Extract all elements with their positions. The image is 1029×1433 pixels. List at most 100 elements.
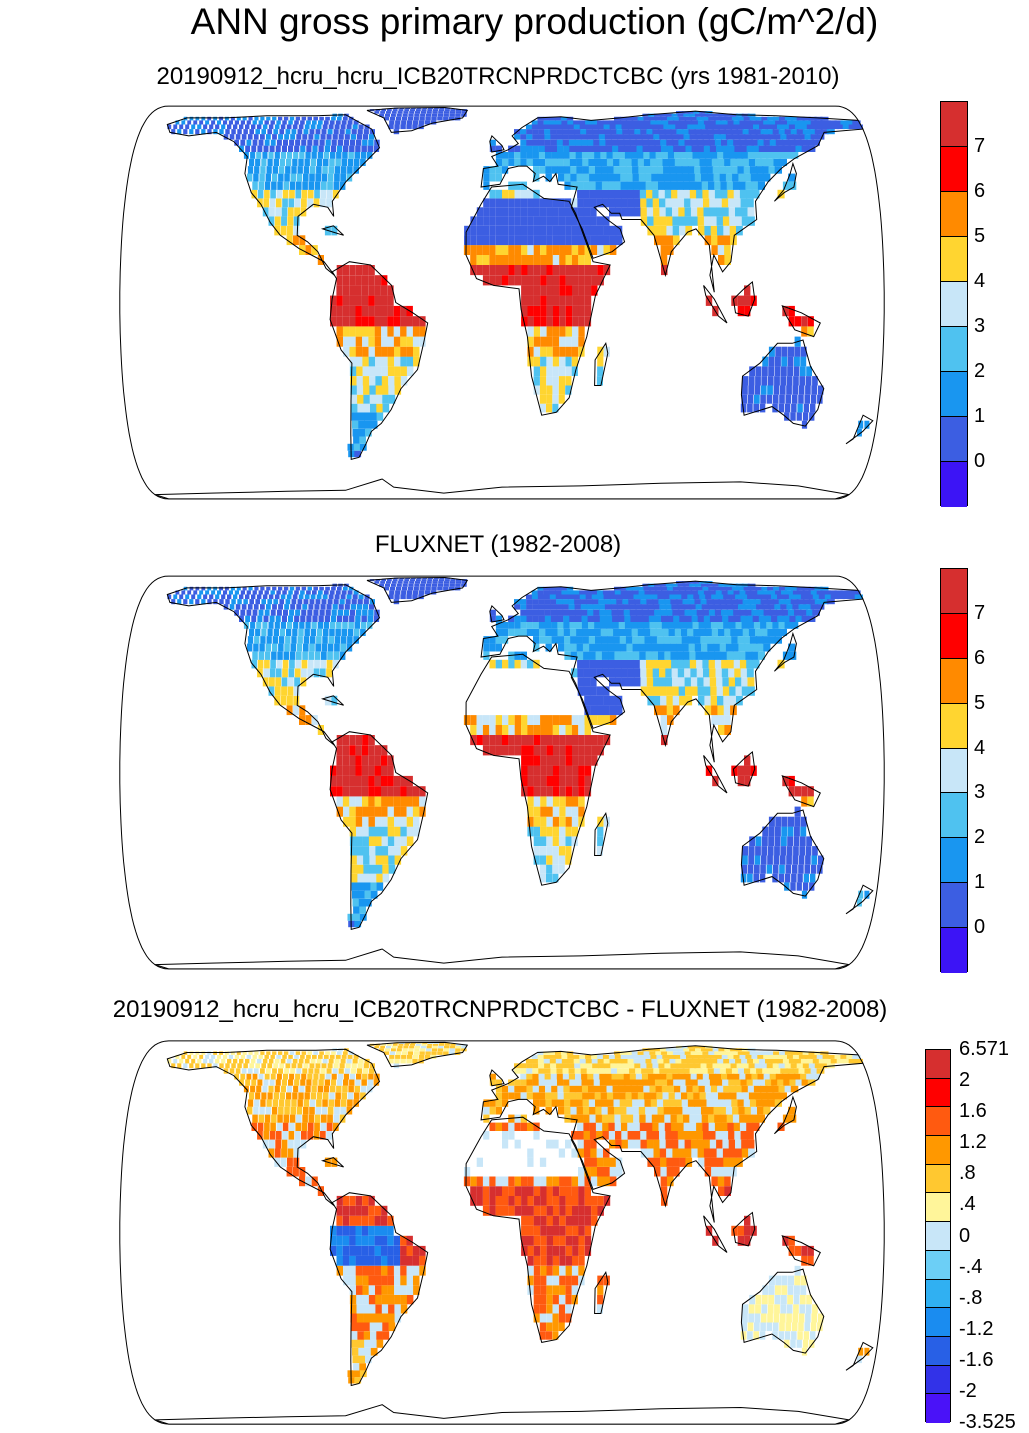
colorbar-obs: 7 6 5 4 3 2 1 0 xyxy=(940,568,1029,973)
coastline-borneo xyxy=(732,281,756,317)
colorbar-tick-label: 5 xyxy=(974,225,986,247)
coastline-greenland xyxy=(366,1041,469,1068)
colorbar-segment xyxy=(926,1222,950,1251)
colorbar-segment xyxy=(926,1136,950,1165)
coastline-greenland xyxy=(366,576,469,603)
coastline-northAmerica xyxy=(166,584,381,746)
colorbar-tick-label: 5 xyxy=(974,691,986,714)
coastline-antarctica xyxy=(154,948,850,970)
colorbar-tick-label: 6 xyxy=(974,646,986,669)
colorbar-tick-label: 0 xyxy=(974,916,986,939)
coastline-southAmerica xyxy=(329,1192,429,1387)
colorbar-segment xyxy=(941,613,967,659)
colorbar-tick-label: 0 xyxy=(974,450,986,472)
coastline-newGuinea xyxy=(781,775,821,808)
coastline-newGuinea xyxy=(781,1234,821,1267)
coastline-eurasia xyxy=(480,580,864,763)
coastline-australia xyxy=(740,809,825,897)
colorbar-segment xyxy=(941,883,967,929)
colorbar-segment xyxy=(941,658,967,704)
colorbar-segment xyxy=(926,1050,950,1079)
colorbar-segment xyxy=(941,282,967,327)
colorbar-segment xyxy=(941,569,967,614)
colorbar-segment xyxy=(941,102,967,147)
colorbar-tick-label: 4 xyxy=(974,270,986,292)
coastline-madagascar xyxy=(594,1271,609,1314)
coastline-cuba xyxy=(320,225,344,236)
colorbar-segment xyxy=(941,703,967,749)
coastline-newZealand xyxy=(845,1341,874,1371)
coastlines xyxy=(154,1041,874,1425)
panel-title-diff: 20190912_hcru_hcru_ICB20TRCNPRDCTCBC - F… xyxy=(112,996,888,1023)
panel-title-model: 20190912_hcru_hcru_ICB20TRCNPRDCTCBC (yr… xyxy=(156,63,840,90)
colorbar-segment xyxy=(926,1279,950,1309)
coastline-africa xyxy=(465,653,611,886)
colorbar-tick-label: 7 xyxy=(974,135,986,157)
coastlines xyxy=(154,106,874,500)
colorbar-tick-label: 6.571 xyxy=(959,1038,1010,1060)
colorbar-segment xyxy=(926,1078,950,1108)
coastline-greenland xyxy=(366,106,469,133)
coastline-japan xyxy=(774,161,797,202)
colorbar-tick-label: -1.2 xyxy=(959,1317,994,1340)
coastline-sumatra xyxy=(703,755,728,794)
coastline-antarctica xyxy=(154,1404,850,1425)
colorbar-tick-label: 3 xyxy=(974,315,986,337)
colorbar-tick-label: 1.2 xyxy=(959,1131,987,1154)
colorbar-segment xyxy=(926,1308,950,1337)
coastline-cuba xyxy=(320,1157,344,1168)
coastline-sumatra xyxy=(703,285,728,324)
colorbar-segment xyxy=(941,838,967,884)
coastline-northAmerica xyxy=(166,114,381,276)
colorbar-tick-label: 4 xyxy=(974,736,986,759)
colorbar-tick-label: 2 xyxy=(974,826,986,849)
colorbar-tick-label: -.4 xyxy=(959,1255,983,1278)
colorbar-segment xyxy=(941,417,967,462)
colorbar-diff: 6.571 2 1.6 1.2 .8 .4 0 -.4 -.8 -1.2 -1.6 -2 -3.525 xyxy=(925,1038,1029,1433)
coastline-madagascar xyxy=(594,811,609,856)
coastline-newZealand xyxy=(845,414,874,445)
coastline-africa xyxy=(465,183,611,416)
coastline-japan xyxy=(774,631,797,672)
coastline-cuba xyxy=(320,695,344,706)
colorbar-segment xyxy=(926,1164,950,1194)
colorbar-segment xyxy=(941,928,967,973)
colorbar-tick-label: .8 xyxy=(959,1162,976,1185)
panel-title-obs: FLUXNET (1982-2008) xyxy=(374,531,622,558)
coastline-madagascar xyxy=(594,341,609,386)
coastline-borneo xyxy=(732,1211,756,1247)
coastline-australia xyxy=(740,339,825,427)
coastline-northAmerica xyxy=(166,1048,381,1207)
coastline-uk xyxy=(489,1069,505,1087)
colorbar-tick-label: 2 xyxy=(959,1069,971,1092)
coastline-africa xyxy=(465,1116,611,1343)
colorbar-tick-label: 3 xyxy=(974,781,986,804)
coastline-borneo xyxy=(732,751,756,787)
coastline-eurasia xyxy=(480,1045,864,1223)
coastline-uk xyxy=(489,605,505,623)
coastline-uk xyxy=(489,135,505,153)
colorbar-tick-label: 1 xyxy=(974,871,986,894)
colorbar-segment xyxy=(941,147,967,192)
colorbar-tick-label: -3.525 xyxy=(959,1411,1016,1433)
colorbar-tick-label: 2 xyxy=(974,360,986,382)
colorbar-model: 7 6 5 4 3 2 1 0 xyxy=(940,101,1029,507)
colorbar-segment xyxy=(926,1193,950,1223)
colorbar-segment xyxy=(926,1394,950,1423)
coastline-eurasia xyxy=(480,110,864,293)
colorbar-segment xyxy=(941,748,967,794)
map-model xyxy=(119,105,885,500)
colorbar-segment xyxy=(926,1365,950,1395)
colorbar-tick-label: -1.6 xyxy=(959,1348,994,1371)
colorbar-tick-label: .4 xyxy=(959,1193,976,1216)
colorbar-segment xyxy=(941,327,967,372)
coastline-southAmerica xyxy=(329,731,429,931)
coastlines xyxy=(154,576,874,970)
figure-title: ANN gross primary production (gC/m^2/d) xyxy=(190,1,879,42)
colorbar-tick-label: 1 xyxy=(974,405,986,427)
colorbar-tick-label: -.8 xyxy=(959,1286,983,1309)
coastline-newGuinea xyxy=(781,305,821,338)
colorbar-segment xyxy=(926,1250,950,1280)
coastline-antarctica xyxy=(154,478,850,500)
colorbar-tick-label: 7 xyxy=(974,601,986,624)
